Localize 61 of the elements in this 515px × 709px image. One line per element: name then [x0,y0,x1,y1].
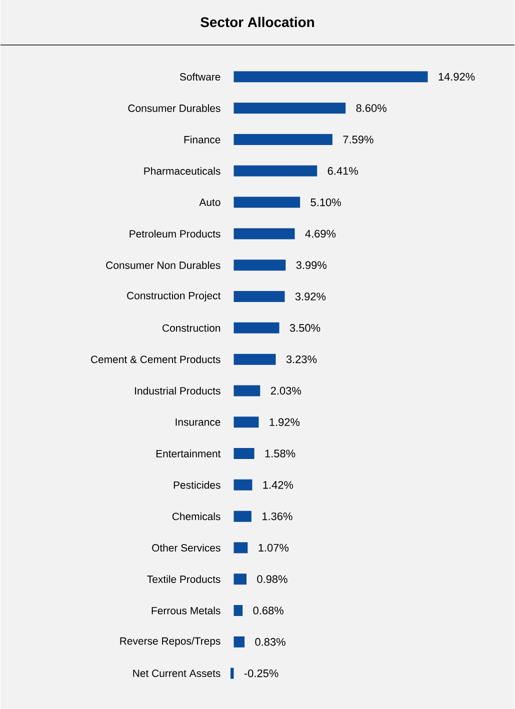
data-label: 1.07% [258,544,289,552]
y-tick-label: Construction Project [127,292,221,302]
y-tick-label: Other Services [152,544,220,552]
y-tick-label: Pesticides [174,481,220,489]
bar [234,102,346,114]
data-label: 7.59% [343,136,374,144]
bar [234,165,318,176]
y-tick-label: Ferrous Metals [152,606,220,614]
data-label: 1.42% [263,481,294,489]
bar [234,636,245,648]
data-label: 3.92% [295,292,326,300]
bar [234,416,259,428]
bar [234,71,428,82]
bar [234,385,260,396]
bar [234,134,332,146]
y-tick-label: Finance [184,136,220,144]
data-label: 1.58% [265,450,296,458]
bar [234,260,286,271]
bar [234,574,246,585]
data-label: -0.25% [244,669,278,678]
bar [234,510,252,522]
y-tick-label: Industrial Products [135,386,220,395]
bar [234,196,300,208]
data-label: 8.60% [356,104,386,112]
y-tick-label: Pharmaceuticals [144,167,220,175]
data-label: 1.92% [270,418,300,426]
y-tick-label: Software [180,72,220,81]
y-tick-label: Cement & Cement Products [91,355,220,364]
bar [234,228,295,240]
bar [234,354,276,365]
data-label: 1.36% [262,512,292,520]
bar [234,291,285,302]
y-tick-label: Reverse Repos/Treps [120,637,220,647]
y-tick-label: Net Current Assets [133,670,220,678]
y-tick-label: Chemicals [172,512,220,520]
y-tick-label: Consumer Non Durables [106,261,220,269]
data-label: 3.99% [296,261,326,269]
bar [234,605,243,616]
data-label: 4.69% [305,230,336,238]
bar [234,322,280,334]
data-label: 2.03% [270,386,302,395]
y-tick-label: Petroleum Products [130,230,220,238]
y-tick-label: Construction [162,324,220,332]
bar [234,542,248,554]
data-label: 3.23% [286,355,317,364]
y-tick-label: Entertainment [156,450,221,458]
bar [230,668,234,679]
data-label: 3.50% [290,324,320,332]
data-label: 6.41% [328,167,358,175]
bar [234,448,254,460]
data-label: 0.98% [257,575,288,583]
y-tick-label: Consumer Durables [128,104,220,112]
chart-title: Sector Allocation [200,16,314,28]
data-label: 0.68% [253,606,284,614]
bar [234,479,252,490]
data-label: 14.92% [438,72,475,81]
data-label: 5.10% [310,198,341,206]
y-tick-label: Textile Products [147,575,220,583]
y-tick-label: Insurance [176,418,220,426]
y-tick-label: Auto [199,198,220,206]
data-label: 0.83% [255,638,286,646]
